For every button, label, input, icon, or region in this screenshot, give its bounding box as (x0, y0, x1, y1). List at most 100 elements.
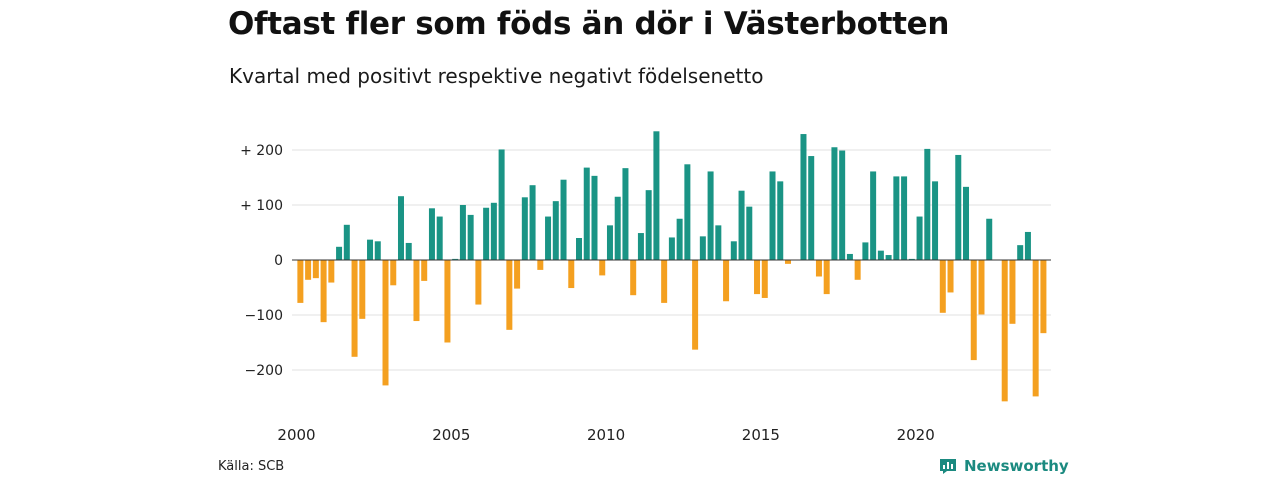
bar (839, 150, 846, 260)
bar (498, 149, 505, 260)
bar (668, 237, 675, 260)
bar (676, 218, 683, 260)
bar (606, 225, 613, 260)
bar (846, 253, 853, 260)
bar (784, 260, 791, 264)
bar (1001, 260, 1008, 402)
bar (1009, 260, 1016, 324)
bar (1032, 260, 1039, 397)
bar (459, 205, 466, 260)
chart-subtitle: Kvartal med positivt respektive negativt… (229, 64, 764, 88)
bar (730, 241, 737, 260)
bar (754, 260, 761, 295)
bar (963, 186, 970, 260)
bar (630, 260, 637, 296)
x-tick-label: 2010 (587, 426, 625, 444)
bar (599, 260, 606, 276)
bar (614, 196, 621, 260)
bars (297, 131, 1047, 402)
bar (428, 208, 435, 260)
bar (537, 260, 544, 270)
bar (1024, 231, 1031, 260)
bar (367, 239, 374, 260)
bar (475, 260, 482, 305)
bar (444, 260, 451, 343)
bar (761, 260, 768, 298)
bar (862, 242, 869, 260)
x-axis-labels: 2000 2005 2010 2015 2020 (277, 426, 934, 444)
bar (351, 260, 358, 357)
bar (653, 131, 660, 260)
y-tick-label: −200 (245, 363, 283, 379)
bar (436, 216, 443, 260)
newsworthy-logo-icon (940, 459, 956, 474)
bar (336, 246, 343, 260)
newsworthy-brand[interactable]: Newsworthy (938, 456, 1069, 476)
bar (390, 260, 397, 286)
x-tick-label: 2005 (432, 426, 470, 444)
bar (297, 260, 304, 303)
bar (312, 260, 319, 279)
bar (545, 216, 552, 260)
bar (692, 260, 699, 350)
bar (970, 260, 977, 361)
bar (699, 236, 706, 260)
bar (343, 224, 350, 260)
x-tick-label: 2015 (742, 426, 780, 444)
bar (939, 260, 946, 313)
bar (707, 171, 714, 260)
bar (1017, 245, 1024, 260)
bar (529, 185, 536, 260)
bar (901, 176, 908, 260)
bar (467, 214, 474, 260)
bar (684, 164, 691, 260)
chart-title: Oftast fler som föds än dör i Västerbott… (228, 6, 950, 42)
bar (823, 260, 830, 295)
bar (552, 201, 559, 260)
source-note: Källa: SCB (218, 459, 285, 474)
bar (661, 260, 668, 303)
x-tick-label: 2020 (897, 426, 935, 444)
y-tick-label: 0 (274, 253, 283, 269)
bar (405, 242, 412, 260)
bar (870, 171, 877, 260)
bar (452, 258, 459, 260)
bar (560, 179, 567, 260)
bar (382, 260, 389, 386)
bar (413, 260, 420, 322)
bar (328, 260, 335, 283)
bar (885, 255, 892, 260)
bar (359, 260, 366, 319)
bar (769, 171, 776, 260)
x-tick-label: 2000 (277, 426, 315, 444)
bar (893, 176, 900, 260)
bar (1040, 260, 1047, 334)
bar (815, 260, 822, 277)
bar (715, 225, 722, 260)
bar (514, 260, 521, 289)
bar (808, 156, 815, 260)
y-tick-label: + 200 (240, 143, 283, 159)
bar (746, 206, 753, 260)
bar (397, 196, 404, 260)
bar (978, 260, 985, 315)
bar (506, 260, 513, 330)
y-tick-label: + 100 (240, 198, 283, 214)
bar (916, 216, 923, 260)
bar (831, 147, 838, 260)
y-axis-labels: + 200 + 100 0 −100 −200 (240, 143, 283, 379)
bar (576, 238, 583, 260)
bar (877, 250, 884, 260)
bar (483, 207, 490, 260)
bar (955, 154, 962, 260)
bar (591, 175, 598, 260)
bar (738, 190, 745, 260)
bar (421, 260, 428, 281)
bar (490, 202, 497, 260)
bar (320, 260, 327, 323)
bar (924, 148, 931, 260)
bar (854, 260, 861, 280)
bar (305, 260, 312, 280)
bar (777, 181, 784, 260)
